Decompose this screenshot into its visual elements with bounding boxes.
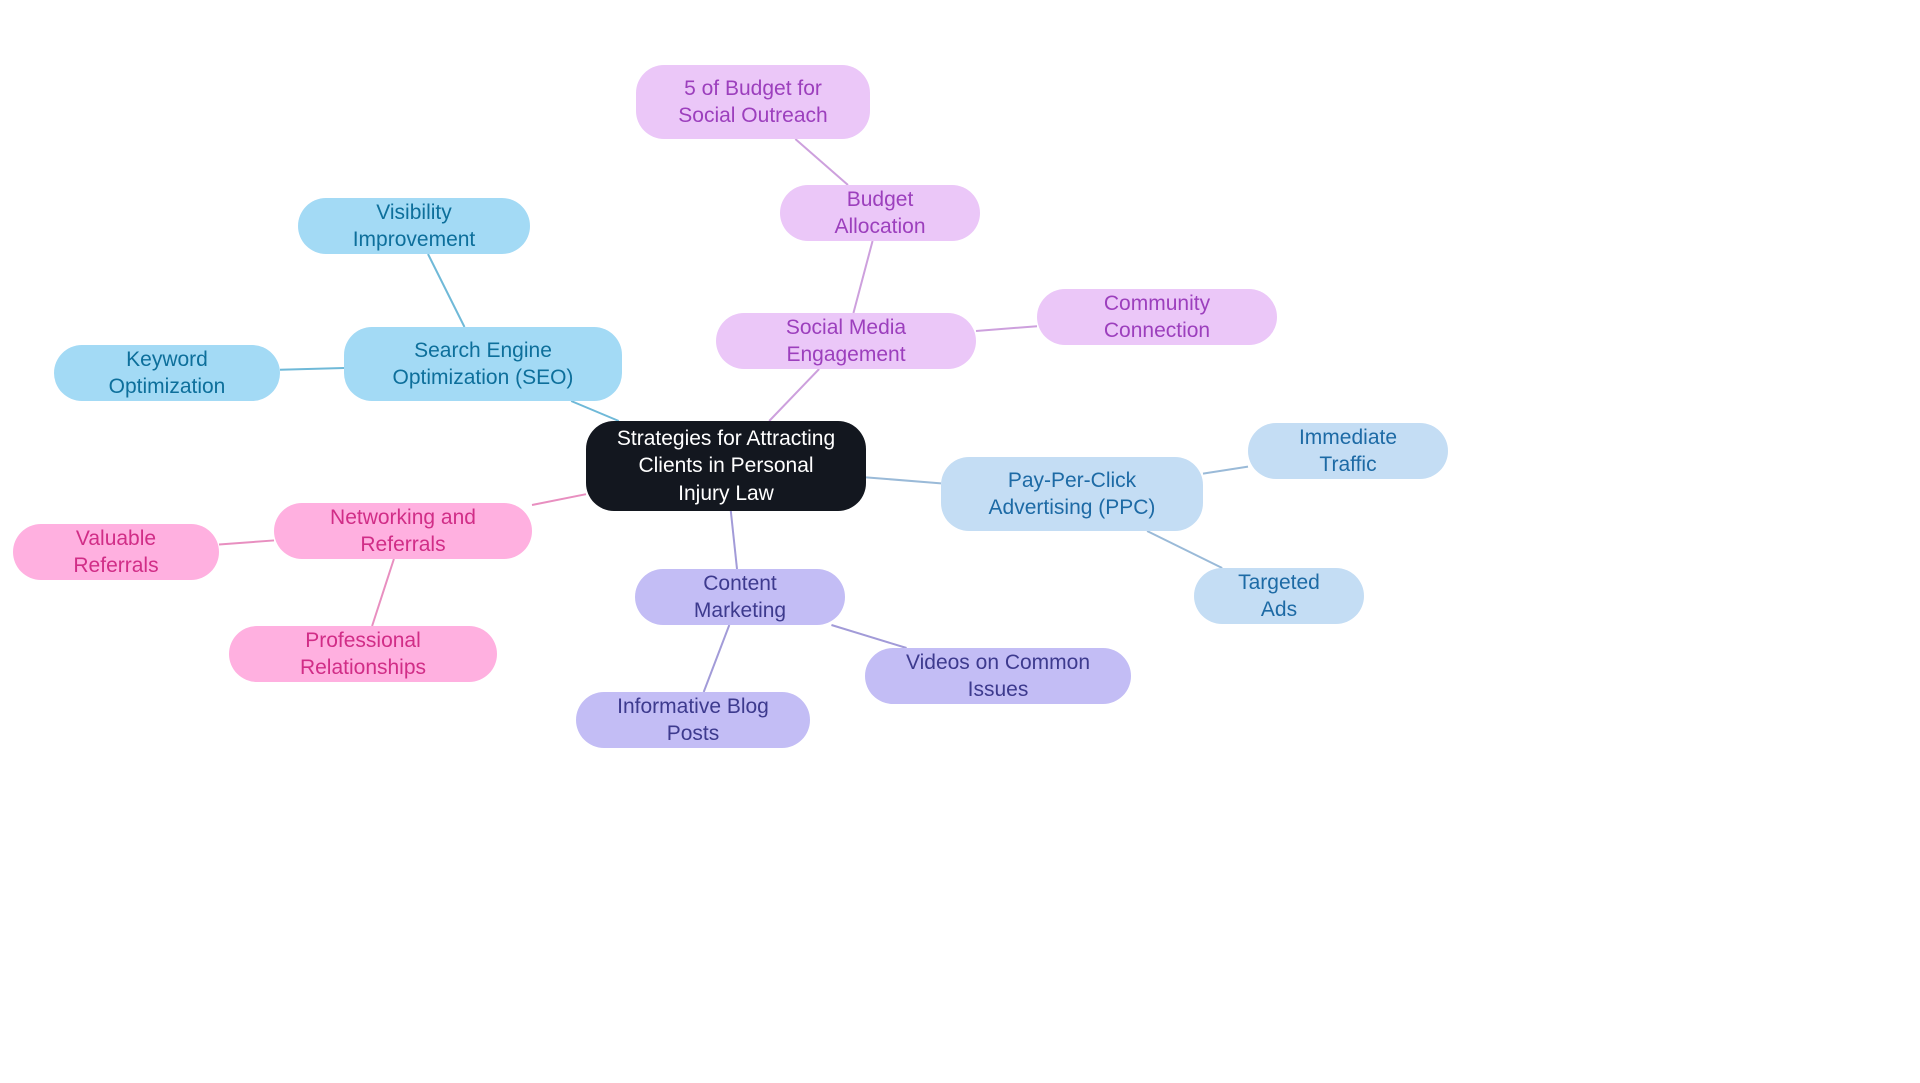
node-label: Networking and Referrals: [302, 504, 504, 559]
node-label: Community Connection: [1065, 290, 1249, 345]
edge: [571, 401, 619, 421]
center-node: Strategies for Attracting Clients in Per…: [586, 421, 866, 511]
node-content-blog: Informative Blog Posts: [576, 692, 810, 748]
node-label: Visibility Improvement: [326, 199, 502, 254]
edge: [219, 540, 274, 544]
edge: [831, 625, 906, 648]
edge: [731, 511, 737, 569]
node-label: Informative Blog Posts: [604, 693, 782, 748]
edge: [976, 326, 1037, 331]
node-label: Social Media Engagement: [744, 314, 948, 369]
node-sme: Social Media Engagement: [716, 313, 976, 369]
node-label: Strategies for Attracting Clients in Per…: [614, 425, 838, 507]
node-network: Networking and Referrals: [274, 503, 532, 559]
node-label: Videos on Common Issues: [893, 649, 1103, 704]
edge: [1203, 467, 1248, 474]
node-label: Content Marketing: [663, 570, 817, 625]
node-seo-vis: Visibility Improvement: [298, 198, 530, 254]
node-label: Search Engine Optimization (SEO): [372, 337, 594, 392]
node-label: Immediate Traffic: [1276, 424, 1420, 479]
node-sme-comm: Community Connection: [1037, 289, 1277, 345]
node-label: Budget Allocation: [808, 186, 952, 241]
edge: [795, 139, 848, 185]
node-label: Targeted Ads: [1222, 569, 1336, 624]
edge: [372, 559, 394, 626]
node-network-ref: Valuable Referrals: [13, 524, 219, 580]
node-ppc: Pay-Per-Click Advertising (PPC): [941, 457, 1203, 531]
edge: [428, 254, 465, 327]
node-label: Professional Relationships: [257, 627, 469, 682]
mindmap-diagram: Strategies for Attracting Clients in Per…: [0, 0, 1920, 1083]
node-label: 5 of Budget for Social Outreach: [664, 75, 842, 130]
edge: [866, 477, 941, 483]
edge: [769, 369, 819, 421]
edge: [532, 494, 586, 505]
node-sme-5: 5 of Budget for Social Outreach: [636, 65, 870, 139]
node-network-prof: Professional Relationships: [229, 626, 497, 682]
node-sme-budget: Budget Allocation: [780, 185, 980, 241]
node-ppc-traffic: Immediate Traffic: [1248, 423, 1448, 479]
node-ppc-ads: Targeted Ads: [1194, 568, 1364, 624]
node-label: Valuable Referrals: [41, 525, 191, 580]
edge: [280, 368, 344, 370]
node-seo-key: Keyword Optimization: [54, 345, 280, 401]
node-label: Pay-Per-Click Advertising (PPC): [969, 467, 1175, 522]
edge: [704, 625, 730, 692]
edge: [853, 241, 872, 313]
node-label: Keyword Optimization: [82, 346, 252, 401]
node-content-video: Videos on Common Issues: [865, 648, 1131, 704]
edge: [1147, 531, 1222, 568]
node-content: Content Marketing: [635, 569, 845, 625]
node-seo: Search Engine Optimization (SEO): [344, 327, 622, 401]
